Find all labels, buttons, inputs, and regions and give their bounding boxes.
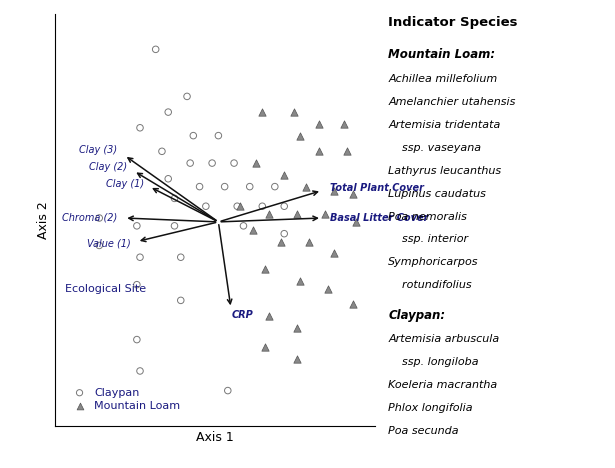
Point: [176, 254, 186, 261]
Y-axis label: Axis 2: Axis 2: [37, 201, 50, 239]
Text: CRP: CRP: [232, 310, 253, 320]
Point: [132, 336, 142, 344]
Point: [314, 120, 323, 128]
Point: [292, 356, 302, 363]
Text: Value (1): Value (1): [87, 238, 130, 248]
Text: Poa nemoralis: Poa nemoralis: [388, 212, 467, 221]
Point: [135, 254, 145, 261]
Point: [351, 218, 361, 226]
Point: [188, 132, 198, 139]
Point: [185, 159, 195, 167]
Text: Clay (1): Clay (1): [106, 179, 144, 189]
Legend: Claypan, Mountain Loam: Claypan, Mountain Loam: [67, 387, 181, 412]
Point: [94, 241, 104, 249]
Text: rotundifolius: rotundifolius: [388, 280, 472, 290]
Point: [135, 124, 145, 132]
Text: Indicator Species: Indicator Species: [388, 16, 518, 29]
Point: [245, 183, 255, 190]
Text: ssp. longiloba: ssp. longiloba: [388, 358, 478, 367]
Point: [213, 132, 223, 139]
Text: Koeleria macrantha: Koeleria macrantha: [388, 380, 498, 390]
Point: [201, 203, 211, 210]
Point: [207, 159, 217, 167]
Text: Phlox longifolia: Phlox longifolia: [388, 403, 473, 413]
Point: [304, 238, 314, 245]
Point: [295, 132, 305, 139]
Point: [279, 203, 289, 210]
Point: [220, 183, 229, 190]
Point: [157, 147, 167, 155]
Point: [314, 147, 323, 155]
Text: ssp. interior: ssp. interior: [388, 234, 468, 244]
Point: [342, 147, 352, 155]
Point: [295, 277, 305, 285]
Point: [339, 120, 349, 128]
Point: [182, 93, 192, 100]
Point: [348, 300, 358, 308]
Point: [251, 159, 261, 167]
Point: [330, 249, 339, 257]
Point: [94, 214, 104, 222]
Point: [164, 109, 173, 116]
Point: [348, 191, 358, 198]
Point: [320, 210, 330, 218]
Point: [132, 222, 142, 230]
Text: ssp. vaseyana: ssp. vaseyana: [388, 143, 482, 153]
Text: Clay (2): Clay (2): [89, 162, 127, 172]
Point: [195, 183, 205, 190]
Text: Artemisia tridentata: Artemisia tridentata: [388, 120, 501, 130]
Text: Lupinus caudatus: Lupinus caudatus: [388, 189, 486, 198]
Point: [176, 297, 186, 304]
Point: [164, 175, 173, 183]
Point: [135, 367, 145, 375]
Text: Ecological Site: Ecological Site: [65, 284, 146, 294]
Text: Artemisia arbuscula: Artemisia arbuscula: [388, 335, 499, 344]
Point: [279, 230, 289, 237]
Point: [232, 203, 242, 210]
Text: Total Plant Cover: Total Plant Cover: [330, 183, 424, 193]
Point: [229, 159, 239, 167]
Point: [330, 187, 339, 194]
Point: [170, 195, 180, 202]
Point: [170, 222, 180, 230]
Point: [279, 171, 289, 179]
Point: [301, 183, 311, 190]
Text: Lathyrus leucanthus: Lathyrus leucanthus: [388, 166, 501, 176]
Point: [292, 324, 302, 331]
Point: [236, 203, 245, 210]
Point: [288, 109, 298, 116]
Text: Poa secunda: Poa secunda: [388, 426, 459, 436]
Point: [323, 285, 333, 292]
X-axis label: Axis 1: Axis 1: [196, 431, 234, 445]
Point: [264, 210, 274, 218]
Text: Basal Litter Cover: Basal Litter Cover: [330, 212, 429, 223]
Text: Symphoricarpos: Symphoricarpos: [388, 257, 478, 267]
Point: [223, 387, 232, 395]
Text: Claypan:: Claypan:: [388, 309, 445, 322]
Text: Amelanchier utahensis: Amelanchier utahensis: [388, 97, 515, 107]
Point: [276, 238, 286, 245]
Point: [261, 265, 271, 273]
Point: [270, 183, 280, 190]
Point: [257, 203, 267, 210]
Text: Achillea millefolium: Achillea millefolium: [388, 74, 498, 84]
Point: [257, 109, 267, 116]
Point: [132, 281, 142, 288]
Text: Chroma (2): Chroma (2): [62, 212, 117, 223]
Point: [261, 344, 271, 351]
Text: Clay (3): Clay (3): [79, 145, 117, 155]
Point: [292, 210, 302, 218]
Point: [248, 226, 258, 234]
Text: Mountain Loam:: Mountain Loam:: [388, 48, 495, 61]
Point: [151, 45, 161, 53]
Point: [264, 312, 274, 320]
Point: [239, 222, 248, 230]
